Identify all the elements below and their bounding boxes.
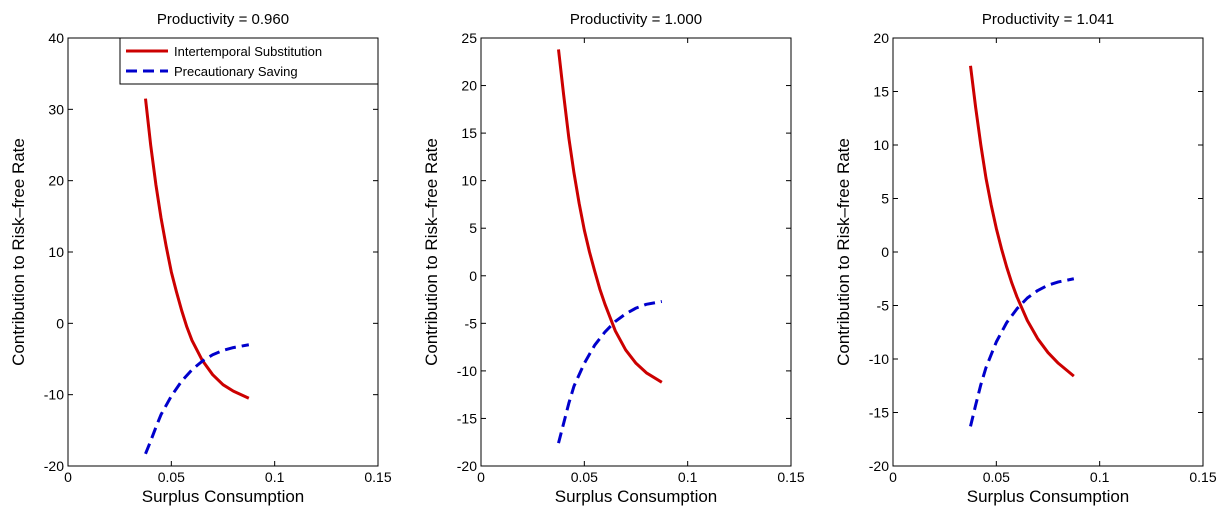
series-line-precautionary-saving [969, 277, 1075, 427]
x-tick-label: 0.05 [983, 469, 1010, 485]
chart-title: Productivity = 1.041 [982, 11, 1114, 28]
y-tick-label: 5 [469, 220, 477, 236]
y-tick-label: -5 [465, 315, 478, 331]
y-tick-label: 15 [873, 84, 889, 100]
y-tick-label: -10 [869, 351, 889, 367]
y-tick-label: -10 [457, 363, 477, 379]
x-tick-label: 0 [889, 469, 897, 485]
series-line-intertemporal-substitution [557, 49, 663, 384]
chart-panel-3: 0 0.05 0.1 0.15 -20 -15 -10 -5 0 5 10 15 20 Productiv… [834, 11, 1217, 506]
chart-panel-2: 0 0.05 0.1 0.15 -20 -15 -10 -5 0 5 10 15 20 25 Product… [422, 11, 805, 506]
chart-panel-1: 0 0.05 0.1 0.15 -20 -10 0 10 20 30 40 Productivity … [9, 11, 392, 506]
x-tick-label: 0.05 [158, 469, 185, 485]
x-tick-label: 0.15 [777, 469, 804, 485]
y-tick-label: 40 [48, 30, 64, 46]
axes-box [67, 37, 379, 467]
axes-box [480, 37, 792, 467]
y-tick-label: 10 [461, 173, 477, 189]
y-tick-label: -20 [869, 458, 889, 474]
x-tick-label: 0 [477, 469, 485, 485]
y-tick-label: -10 [44, 387, 64, 403]
y-tick-label: 10 [873, 137, 889, 153]
x-axis-label: Surplus Consumption [555, 487, 718, 506]
series-line-intertemporal-substitution [144, 98, 250, 400]
y-tick-label: 0 [56, 315, 64, 331]
y-tick-label: 15 [461, 125, 477, 141]
x-tick-label: 0.15 [1189, 469, 1216, 485]
y-tick-label: 5 [881, 191, 889, 207]
axes-box [892, 37, 1204, 467]
y-tick-label: 0 [881, 244, 889, 260]
y-tick-label: -20 [44, 458, 64, 474]
y-tick-label: 20 [873, 30, 889, 46]
legend-box [119, 37, 379, 85]
x-tick-label: 0.1 [265, 469, 285, 485]
series-line-intertemporal-substitution [969, 65, 1075, 378]
x-axis-label: Surplus Consumption [967, 487, 1130, 506]
x-tick-label: 0.1 [678, 469, 698, 485]
legend-label: Intertemporal Substitution [174, 44, 322, 59]
y-tick-label: 25 [461, 30, 477, 46]
x-tick-label: 0.05 [571, 469, 598, 485]
y-tick-label: -15 [869, 405, 889, 421]
y-tick-label: -15 [457, 410, 477, 426]
y-tick-label: 20 [461, 78, 477, 94]
y-axis-label: Contribution to Risk–free Rate [422, 138, 441, 366]
legend: Intertemporal Substitution Precautionary … [119, 37, 379, 85]
series-line-precautionary-saving [557, 299, 663, 444]
y-tick-label: 30 [48, 101, 64, 117]
y-tick-label: -20 [457, 458, 477, 474]
y-tick-label: 0 [469, 268, 477, 284]
x-tick-label: 0.15 [364, 469, 391, 485]
y-tick-label: 10 [48, 244, 64, 260]
y-axis-label: Contribution to Risk–free Rate [834, 138, 853, 366]
chart-title: Productivity = 1.000 [570, 11, 702, 28]
y-tick-label: 20 [48, 173, 64, 189]
y-tick-label: -5 [877, 298, 890, 314]
x-tick-label: 0 [64, 469, 72, 485]
chart-title: Productivity = 0.960 [157, 11, 289, 28]
x-axis-label: Surplus Consumption [142, 487, 305, 506]
series-line-precautionary-saving [144, 343, 250, 455]
legend-label: Precautionary Saving [174, 64, 298, 79]
x-tick-label: 0.1 [1090, 469, 1110, 485]
y-axis-label: Contribution to Risk–free Rate [9, 138, 28, 366]
